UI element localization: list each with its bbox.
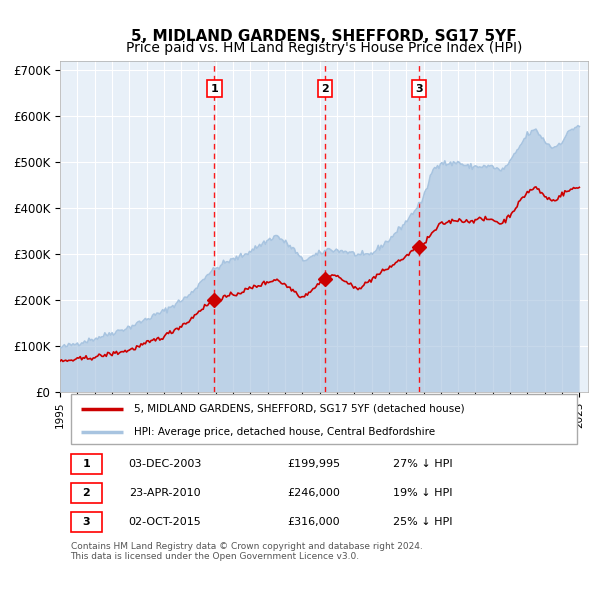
Text: 3: 3 <box>83 517 90 527</box>
Text: 19% ↓ HPI: 19% ↓ HPI <box>392 488 452 498</box>
Text: 02-OCT-2015: 02-OCT-2015 <box>128 517 202 527</box>
FancyBboxPatch shape <box>71 395 577 444</box>
Text: 5, MIDLAND GARDENS, SHEFFORD, SG17 5YF: 5, MIDLAND GARDENS, SHEFFORD, SG17 5YF <box>131 28 517 44</box>
FancyBboxPatch shape <box>71 512 102 532</box>
Text: £246,000: £246,000 <box>287 488 340 498</box>
FancyBboxPatch shape <box>71 483 102 503</box>
Text: 5, MIDLAND GARDENS, SHEFFORD, SG17 5YF (detached house): 5, MIDLAND GARDENS, SHEFFORD, SG17 5YF (… <box>134 404 464 414</box>
Text: 2: 2 <box>322 84 329 94</box>
Text: 25% ↓ HPI: 25% ↓ HPI <box>392 517 452 527</box>
FancyBboxPatch shape <box>71 454 102 474</box>
Text: HPI: Average price, detached house, Central Bedfordshire: HPI: Average price, detached house, Cent… <box>134 427 435 437</box>
Text: 3: 3 <box>415 84 423 94</box>
Text: 1: 1 <box>211 84 218 94</box>
Text: £199,995: £199,995 <box>287 459 340 469</box>
Text: 27% ↓ HPI: 27% ↓ HPI <box>392 459 452 469</box>
Text: 03-DEC-2003: 03-DEC-2003 <box>128 459 202 469</box>
Text: Contains HM Land Registry data © Crown copyright and database right 2024.
This d: Contains HM Land Registry data © Crown c… <box>71 542 422 561</box>
Text: 1: 1 <box>83 459 90 469</box>
Text: 2: 2 <box>83 488 90 498</box>
Text: £316,000: £316,000 <box>287 517 340 527</box>
Text: 23-APR-2010: 23-APR-2010 <box>128 488 200 498</box>
Text: Price paid vs. HM Land Registry's House Price Index (HPI): Price paid vs. HM Land Registry's House … <box>126 41 522 54</box>
